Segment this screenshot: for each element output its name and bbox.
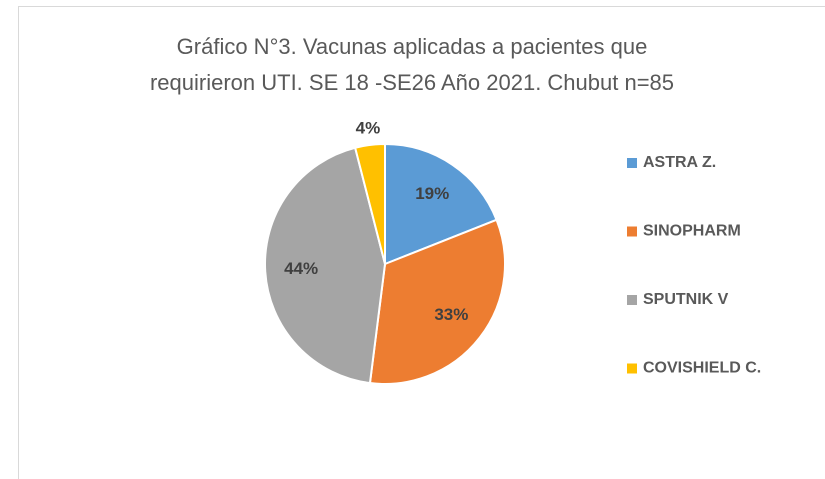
pie-slice [384, 142, 498, 266]
pie-slice [264, 146, 387, 385]
data-label: 4% [356, 119, 381, 138]
legend-label: SINOPHARM [643, 223, 741, 240]
legend-label: SPUTNIK V [643, 291, 729, 308]
legend-label: COVISHIELD C. [643, 360, 761, 377]
legend-swatch [627, 363, 637, 374]
data-label: 19% [415, 184, 449, 203]
legend-swatch [627, 295, 637, 305]
data-label: 44% [284, 259, 318, 278]
legend-swatch [627, 158, 637, 168]
chart-title: Gráfico N°3. Vacunas aplicadas a pacient… [177, 34, 648, 59]
legend-swatch [627, 226, 637, 237]
pie-slice [368, 218, 506, 385]
chart-title: requirieron UTI. SE 18 -SE26 Año 2021. C… [150, 70, 674, 95]
legend-label: ASTRA Z. [643, 154, 716, 171]
pie-slice [353, 142, 386, 265]
data-label: 33% [434, 305, 468, 324]
